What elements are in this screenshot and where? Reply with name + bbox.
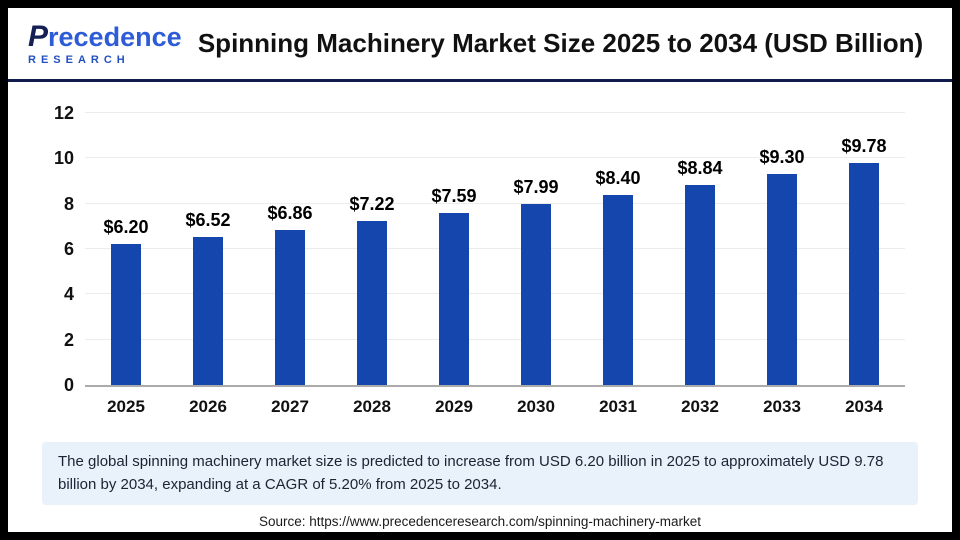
bar-value-label: $7.59 [431, 185, 477, 206]
bar-value-label: $6.20 [103, 217, 149, 238]
summary-text: The global spinning machinery market siz… [58, 453, 884, 493]
gridline [85, 293, 905, 295]
bar-value-label: $7.99 [513, 176, 559, 197]
x-axis-tick-label: 2028 [353, 397, 391, 416]
x-axis-tick-label: 2025 [107, 397, 145, 416]
y-axis-tick-label: 12 [53, 103, 74, 123]
bar-column: $6.52 [167, 113, 249, 385]
bar-value-label: $7.22 [349, 194, 395, 215]
y-axis-tick-label: 0 [63, 375, 74, 395]
x-axis-tick-label: 2030 [517, 397, 555, 416]
y-axis-tick-label: 6 [63, 239, 74, 259]
y-axis-tick-label: 10 [53, 148, 74, 169]
bar [275, 229, 305, 385]
bar-value-label: $6.52 [185, 210, 231, 231]
x-axis-tick-label: 2026 [189, 397, 227, 416]
bar-column: $9.78 [823, 113, 905, 385]
bar [111, 244, 141, 385]
y-axis-tick-label: 8 [63, 193, 74, 214]
bar-column: $9.30 [741, 113, 823, 385]
y-axis-tick-label: 2 [63, 329, 74, 350]
x-axis-tick-label: 2033 [763, 397, 801, 416]
bar-column: $6.20 [85, 113, 167, 385]
gridline [85, 248, 905, 249]
bar [357, 221, 387, 385]
bar [849, 163, 879, 385]
page-title: Spinning Machinery Market Size 2025 to 2… [197, 28, 924, 58]
y-axis-tick-label: 4 [63, 284, 74, 305]
bar-column: $8.84 [659, 113, 741, 385]
logo-research-label: RESEARCH [28, 53, 130, 66]
x-axis-tick-label: 2029 [435, 397, 473, 416]
x-axis-tick-label: 2027 [271, 397, 309, 416]
bar-column: $7.59 [413, 113, 495, 385]
bar [439, 212, 469, 385]
bar-value-label: $8.40 [595, 167, 641, 188]
gridline [85, 112, 905, 113]
bar-column: $6.86 [249, 113, 331, 385]
bar [521, 203, 551, 385]
bar-value-label: $8.84 [677, 157, 723, 178]
bar-column: $7.99 [495, 113, 577, 385]
x-axis-tick-label: 2034 [845, 397, 883, 416]
bar-value-label: $9.30 [759, 147, 805, 168]
gridline [85, 202, 905, 204]
bar [767, 174, 797, 385]
bar [603, 194, 633, 385]
x-axis-tick-label: 2031 [599, 397, 637, 416]
header: Precedence RESEARCH Spinning Machinery M… [8, 8, 952, 82]
x-axis-tick-label: 2032 [681, 397, 719, 416]
bars-container: $6.20 $6.52 $6.86 $7.22 $7.59 $7.99 $8.40 $8.84… [85, 113, 905, 385]
bar [193, 237, 223, 385]
summary-box: The global spinning machinery market siz… [42, 442, 918, 505]
precedence-logo: Precedence RESEARCH [8, 19, 193, 66]
bar [685, 184, 715, 385]
bar-column: $7.22 [331, 113, 413, 385]
source-text: Source: https://www.precedenceresearch.c… [259, 514, 701, 529]
logo-leaf-p: P [28, 19, 49, 53]
bar-chart: 0 2 4 6 8 10 12 $6.20 $6.52 $6.86 $7.22 $7.59 $7.99… [8, 82, 952, 436]
plot-area [85, 112, 905, 387]
x-axis: 2025 2026 2027 2028 2029 2030 2031 2032 2033 2034 [85, 397, 905, 417]
bar-value-label: $9.78 [841, 136, 887, 157]
gridline [85, 338, 905, 340]
bar-value-label: $6.86 [267, 202, 313, 223]
bar-column: $8.40 [577, 113, 659, 385]
logo-wordmark-rest: recedence [48, 21, 182, 52]
gridline [85, 157, 905, 159]
y-axis: 0 2 4 6 8 10 12 [8, 103, 74, 395]
logo-wordmark: Precedence [28, 19, 193, 53]
